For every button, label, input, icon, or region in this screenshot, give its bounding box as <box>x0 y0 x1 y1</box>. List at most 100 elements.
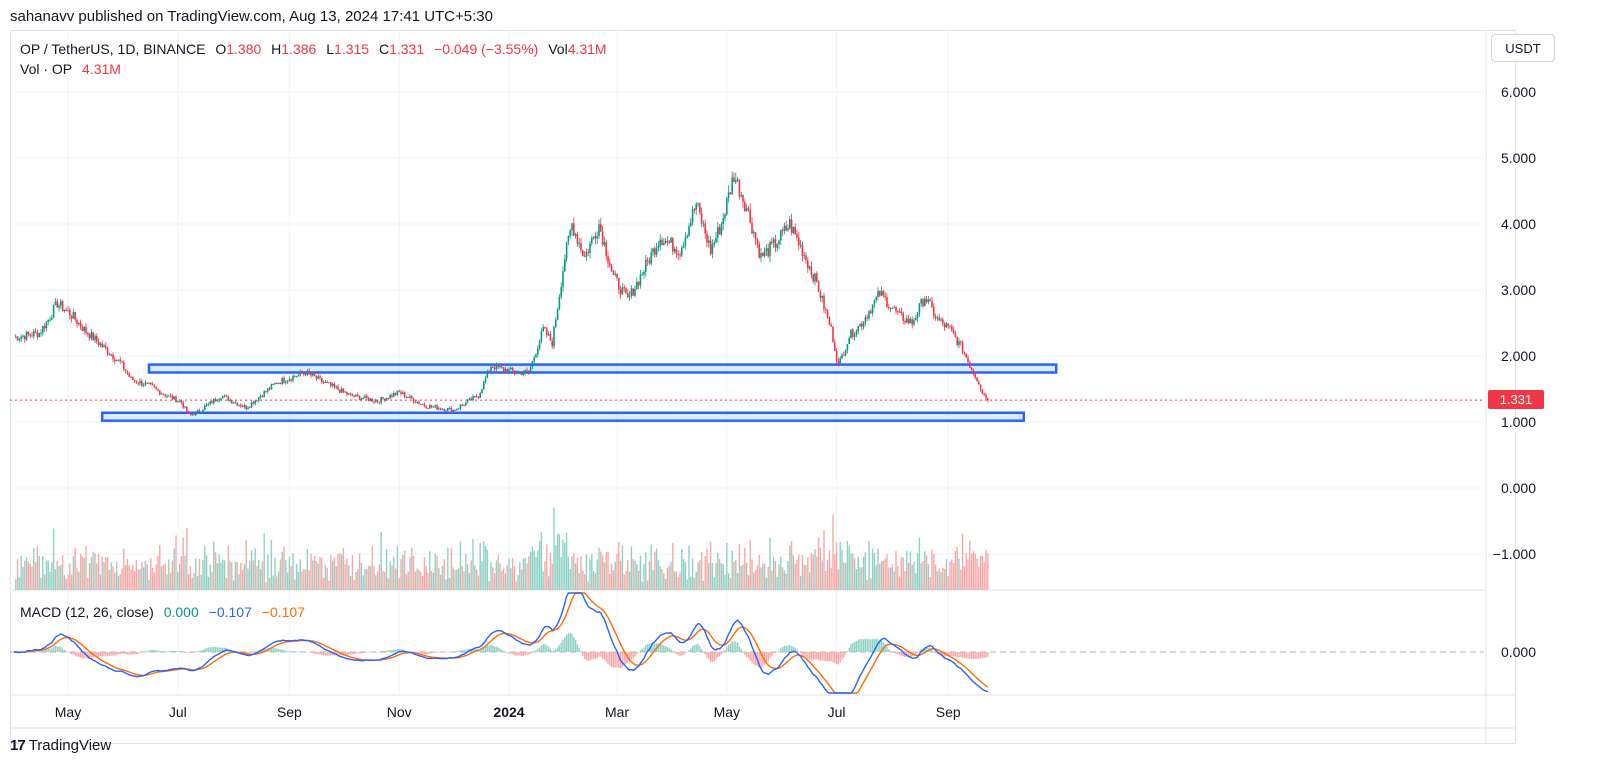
volume-series-label[interactable]: Vol · OP <box>20 61 73 77</box>
candle-body <box>33 331 35 337</box>
candle-body <box>416 401 418 403</box>
macd-hist-bar <box>384 650 386 652</box>
macd-hist-bar <box>895 652 897 654</box>
macd-hist-bar <box>915 652 917 655</box>
volume-bar <box>835 542 838 590</box>
volume-bar <box>101 556 103 590</box>
macd-hist-bar <box>463 649 465 652</box>
macd-hist-bar <box>200 650 202 652</box>
macd-hist-bar <box>614 652 616 668</box>
macd-hist-bar <box>387 650 390 652</box>
volume-bar <box>859 567 861 590</box>
volume-bar <box>897 565 899 590</box>
candle-body <box>61 301 64 312</box>
volume-bar <box>222 560 224 590</box>
candle-body <box>537 348 539 355</box>
candle-body <box>825 309 827 311</box>
volume-bar <box>279 559 282 590</box>
volume-bar <box>934 564 937 590</box>
candle-body <box>776 244 778 248</box>
volume-bar <box>817 537 820 590</box>
volume-bar <box>771 570 773 590</box>
macd-hist-bar <box>663 645 665 652</box>
volume-bar <box>234 561 237 590</box>
volume-bar <box>596 559 598 590</box>
volume-bar <box>274 557 276 590</box>
volume-bar <box>232 580 235 590</box>
macd-hist-bar <box>220 647 222 652</box>
volume-bar <box>601 555 604 590</box>
chart-frame[interactable] <box>10 30 1516 744</box>
volume-bar <box>618 542 620 590</box>
macd-hist-bar <box>348 652 350 655</box>
volume-bar <box>376 571 379 590</box>
macd-hist-bar <box>517 652 519 656</box>
candle-body <box>524 370 526 374</box>
macd-line <box>13 592 988 694</box>
volume-bar <box>414 571 417 590</box>
volume-bar <box>794 563 796 590</box>
macd-hist-bar <box>866 639 868 652</box>
candle-body <box>931 301 933 308</box>
candle-body <box>940 319 942 321</box>
volume-bar <box>124 565 127 590</box>
macd-label[interactable]: MACD (12, 26, close) <box>20 604 154 620</box>
macd-hist-bar <box>731 641 733 652</box>
candle-body <box>317 376 319 379</box>
candle-body <box>97 341 100 346</box>
candle-body <box>889 307 892 309</box>
volume-bar <box>254 548 256 590</box>
macd-hist-bar <box>812 652 814 661</box>
macd-hist-bar <box>461 650 463 652</box>
candle-body <box>843 354 845 356</box>
macd-hist-bar <box>173 650 175 652</box>
macd-hist-bar <box>135 652 138 655</box>
macd-hist-bar <box>879 639 881 652</box>
volume-bar <box>90 557 93 590</box>
candle-body <box>232 402 235 404</box>
macd-hist-bar <box>677 652 679 656</box>
candle-body <box>754 232 757 240</box>
candle-body <box>249 407 251 409</box>
candle-body <box>751 222 753 234</box>
macd-hist-bar <box>706 652 708 658</box>
macd-hist-bar <box>747 652 750 659</box>
volume-bar <box>808 572 811 590</box>
macd-hist-bar <box>780 648 782 652</box>
candle-body <box>313 373 316 377</box>
macd-hist-bar <box>250 652 253 653</box>
volume-bar <box>429 551 431 590</box>
volume-bar <box>967 559 969 590</box>
volume-bar <box>391 565 393 590</box>
candle-body <box>749 209 751 223</box>
volume-bar <box>384 572 386 590</box>
macd-hist-bar <box>445 652 447 653</box>
volume-bar <box>29 564 31 590</box>
macd-hist-bar <box>958 652 960 658</box>
macd-hist-bar <box>789 644 791 652</box>
macd-hist-bar <box>198 650 201 652</box>
candle-body <box>510 367 512 370</box>
footer-brand[interactable]: 17 TradingView <box>10 737 111 754</box>
macd-hist-bar <box>555 649 557 652</box>
candle-body <box>74 312 76 320</box>
candle-body <box>178 400 181 402</box>
currency-button[interactable]: USDT <box>1491 34 1555 62</box>
macd-hist-bar <box>346 652 348 655</box>
candle-body <box>879 291 881 296</box>
volume-bar <box>906 550 908 590</box>
macd-hist-bar <box>452 651 454 653</box>
macd-hist-bar <box>600 652 602 657</box>
macd-hist-bar <box>292 651 294 652</box>
candle-body <box>220 398 222 400</box>
volume-bar <box>607 551 609 590</box>
candle-body <box>166 396 168 398</box>
macd-hist-bar <box>691 646 694 652</box>
symbol-label[interactable]: OP / TetherUS, 1D, BINANCE <box>20 41 206 57</box>
candle-body <box>888 307 890 309</box>
volume-bar <box>141 561 143 590</box>
macd-hist-bar <box>870 639 872 652</box>
candle-body <box>745 208 748 212</box>
volume-bar <box>387 578 390 590</box>
